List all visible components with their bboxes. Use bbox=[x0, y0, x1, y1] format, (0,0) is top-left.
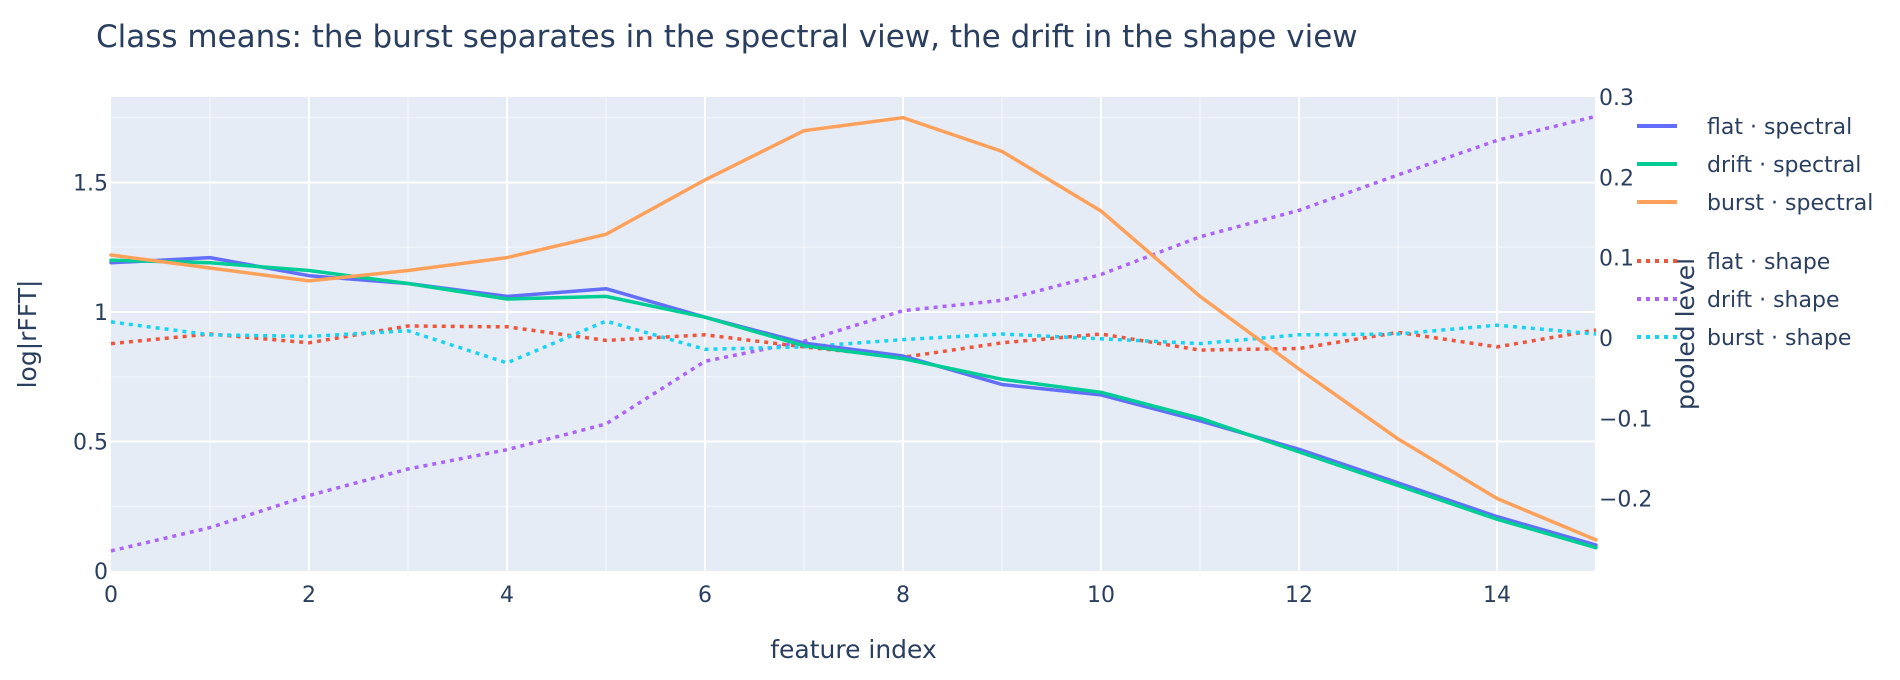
legend-label: burst · shape bbox=[1707, 326, 1851, 351]
x-tick-label: 8 bbox=[896, 583, 910, 608]
gridlines bbox=[111, 97, 1597, 571]
x-axis-ticks: 0 2 4 6 8 10 12 14 bbox=[104, 583, 1511, 608]
y2-tick-label: 0.3 bbox=[1599, 86, 1634, 111]
x-tick-label: 10 bbox=[1087, 583, 1115, 608]
legend-item[interactable]: burst · spectral bbox=[1637, 191, 1873, 216]
y-tick-label: 0 bbox=[94, 560, 108, 585]
y2-tick-label: −0.2 bbox=[1599, 488, 1652, 513]
y-tick-label: 0.5 bbox=[73, 430, 108, 455]
legend-label: flat · shape bbox=[1707, 250, 1830, 275]
x-tick-label: 2 bbox=[302, 583, 316, 608]
legend-label: burst · spectral bbox=[1707, 191, 1873, 216]
legend-item[interactable]: flat · spectral bbox=[1637, 115, 1852, 140]
y2-tick-label: 0.1 bbox=[1599, 247, 1634, 272]
legend-label: flat · spectral bbox=[1707, 115, 1852, 140]
x-axis-title: feature index bbox=[770, 635, 937, 664]
series-line-flat-shape bbox=[110, 324, 1597, 360]
series-line-burst-spectral bbox=[109, 115, 1598, 542]
legend: flat · spectral drift · spectral burst · s… bbox=[1637, 115, 1873, 351]
x-tick-label: 14 bbox=[1483, 583, 1511, 608]
x-tick-label: 12 bbox=[1285, 583, 1313, 608]
series-line-drift-shape bbox=[110, 114, 1597, 553]
series-layer bbox=[109, 114, 1598, 553]
y-axis-title: log|rFFT| bbox=[13, 280, 42, 389]
x-tick-label: 0 bbox=[104, 583, 118, 608]
y2-tick-label: 0.2 bbox=[1599, 166, 1634, 191]
y2-axis-ticks: −0.2 −0.1 0 0.1 0.2 0.3 bbox=[1599, 86, 1652, 513]
x-tick-label: 4 bbox=[500, 583, 514, 608]
legend-item[interactable]: flat · shape bbox=[1637, 250, 1830, 275]
legend-item[interactable]: drift · spectral bbox=[1637, 153, 1861, 178]
legend-item[interactable]: burst · shape bbox=[1637, 326, 1851, 351]
y2-tick-label: 0 bbox=[1599, 327, 1613, 352]
plot-area bbox=[111, 97, 1596, 571]
y-tick-label: 1.5 bbox=[73, 171, 108, 196]
legend-item[interactable]: drift · shape bbox=[1637, 288, 1839, 313]
series-line-flat-spectral bbox=[109, 255, 1598, 547]
legend-label: drift · spectral bbox=[1707, 153, 1861, 178]
legend-label: drift · shape bbox=[1707, 288, 1839, 313]
y2-axis-title: pooled level bbox=[1671, 258, 1700, 410]
y2-tick-label: −0.1 bbox=[1599, 407, 1652, 432]
y-tick-label: 1 bbox=[94, 301, 108, 326]
x-tick-label: 6 bbox=[698, 583, 712, 608]
y-axis-ticks: 0 0.5 1 1.5 bbox=[73, 171, 108, 585]
chart-title: Class means: the burst separates in the … bbox=[96, 19, 1358, 55]
